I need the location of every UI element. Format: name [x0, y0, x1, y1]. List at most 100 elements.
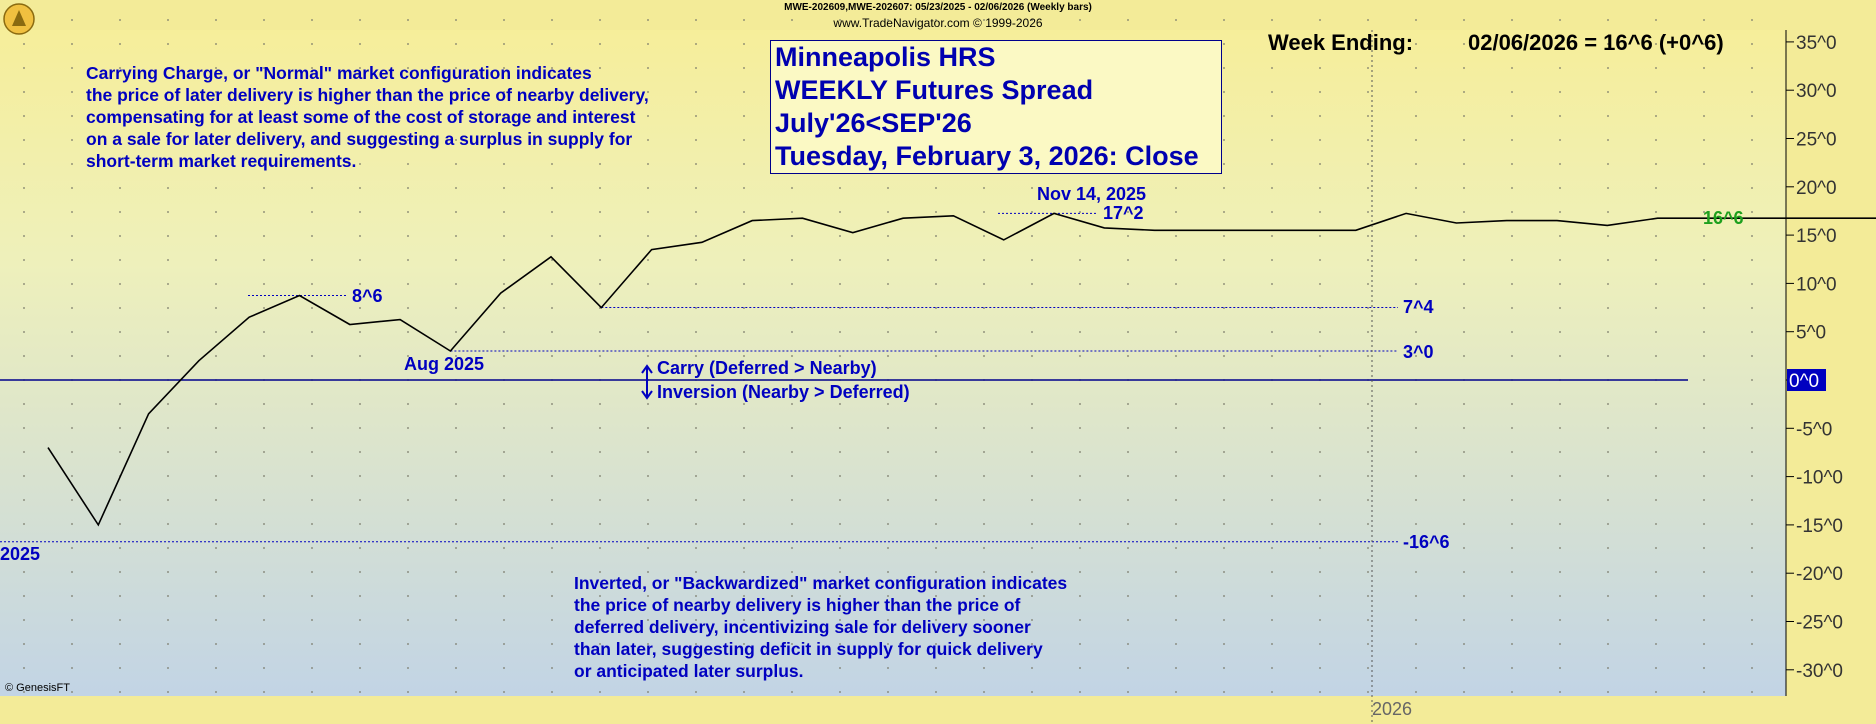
- grid-dot: [455, 307, 457, 309]
- grid-dot: [1271, 691, 1273, 693]
- grid-dot: [407, 643, 409, 645]
- grid-dot: [887, 595, 889, 597]
- grid-dot: [1655, 451, 1657, 453]
- grid-dot: [743, 475, 745, 477]
- grid-dot: [23, 43, 25, 45]
- grid-dot: [1511, 115, 1513, 117]
- grid-dot: [1367, 115, 1369, 117]
- grid-dot: [1223, 643, 1225, 645]
- grid-dot: [167, 451, 169, 453]
- grid-dot: [263, 307, 265, 309]
- grid-dot: [551, 43, 553, 45]
- grid-dot: [1175, 19, 1177, 21]
- grid-dot: [1751, 19, 1753, 21]
- grid-dot: [1559, 259, 1561, 261]
- grid-dot: [695, 547, 697, 549]
- grid-dot: [359, 643, 361, 645]
- grid-dot: [23, 115, 25, 117]
- grid-dot: [695, 259, 697, 261]
- grid-dot: [1751, 499, 1753, 501]
- y-tick-zero-highlight: [1787, 369, 1826, 391]
- grid-dot: [1127, 667, 1129, 669]
- grid-dot: [1415, 619, 1417, 621]
- grid-dot: [1559, 211, 1561, 213]
- grid-dot: [1319, 619, 1321, 621]
- grid-dot: [599, 355, 601, 357]
- grid-dot: [1511, 499, 1513, 501]
- grid-dot: [311, 547, 313, 549]
- grid-dot: [1511, 139, 1513, 141]
- grid-dot: [1559, 115, 1561, 117]
- grid-dot: [1463, 355, 1465, 357]
- grid-dot: [839, 619, 841, 621]
- grid-dot: [983, 667, 985, 669]
- grid-dot: [983, 547, 985, 549]
- grid-dot: [503, 283, 505, 285]
- grid-dot: [1223, 115, 1225, 117]
- grid-dot: [1703, 235, 1705, 237]
- title-line-1: Minneapolis HRS: [775, 42, 996, 72]
- grid-dot: [1703, 91, 1705, 93]
- grid-dot: [1751, 115, 1753, 117]
- grid-dot: [599, 547, 601, 549]
- genesis-credit: © GenesisFT: [5, 682, 70, 694]
- grid-dot: [1367, 547, 1369, 549]
- grid-dot: [455, 187, 457, 189]
- grid-dot: [791, 523, 793, 525]
- grid-dot: [1751, 451, 1753, 453]
- grid-dot: [1127, 643, 1129, 645]
- grid-dot: [1415, 403, 1417, 405]
- grid-dot: [551, 67, 553, 69]
- grid-dot: [1127, 595, 1129, 597]
- grid-dot: [23, 427, 25, 429]
- grid-dot: [263, 355, 265, 357]
- grid-dot: [455, 547, 457, 549]
- grid-dot: [311, 331, 313, 333]
- grid-dot: [263, 43, 265, 45]
- grid-dot: [1559, 187, 1561, 189]
- grid-dot: [503, 571, 505, 573]
- grid-dot: [647, 619, 649, 621]
- grid-dot: [1031, 403, 1033, 405]
- grid-dot: [1511, 403, 1513, 405]
- grid-dot: [503, 427, 505, 429]
- grid-dot: [455, 163, 457, 165]
- grid-dot: [791, 475, 793, 477]
- grid-dot: [503, 307, 505, 309]
- grid-dot: [1031, 427, 1033, 429]
- grid-dot: [215, 667, 217, 669]
- grid-dot: [263, 211, 265, 213]
- header-symbol-range: MWE-202609,MWE-202607: 05/23/2025 - 02/0…: [784, 2, 1092, 13]
- grid-dot: [839, 667, 841, 669]
- grid-dot: [1271, 91, 1273, 93]
- grid-dot: [1751, 187, 1753, 189]
- grid-dot: [1079, 187, 1081, 189]
- grid-dot: [1031, 547, 1033, 549]
- grid-dot: [551, 355, 553, 357]
- grid-dot: [455, 91, 457, 93]
- grid-dot: [551, 91, 553, 93]
- grid-dot: [1367, 691, 1369, 693]
- title-line-4: Tuesday, February 3, 2026: Close: [775, 141, 1199, 171]
- grid-dot: [1271, 139, 1273, 141]
- grid-dot: [311, 43, 313, 45]
- grid-dot: [647, 427, 649, 429]
- grid-dot: [1223, 403, 1225, 405]
- grid-dot: [1415, 667, 1417, 669]
- grid-dot: [167, 139, 169, 141]
- grid-dot: [743, 619, 745, 621]
- grid-dot: [1703, 187, 1705, 189]
- grid-dot: [455, 403, 457, 405]
- grid-dot: [887, 523, 889, 525]
- grid-dot: [1463, 283, 1465, 285]
- grid-dot: [983, 571, 985, 573]
- grid-dot: [1175, 427, 1177, 429]
- grid-dot: [647, 307, 649, 309]
- grid-dot: [695, 43, 697, 45]
- grid-dot: [839, 307, 841, 309]
- grid-dot: [1367, 643, 1369, 645]
- grid-dot: [1127, 619, 1129, 621]
- grid-dot: [503, 403, 505, 405]
- grid-dot: [839, 547, 841, 549]
